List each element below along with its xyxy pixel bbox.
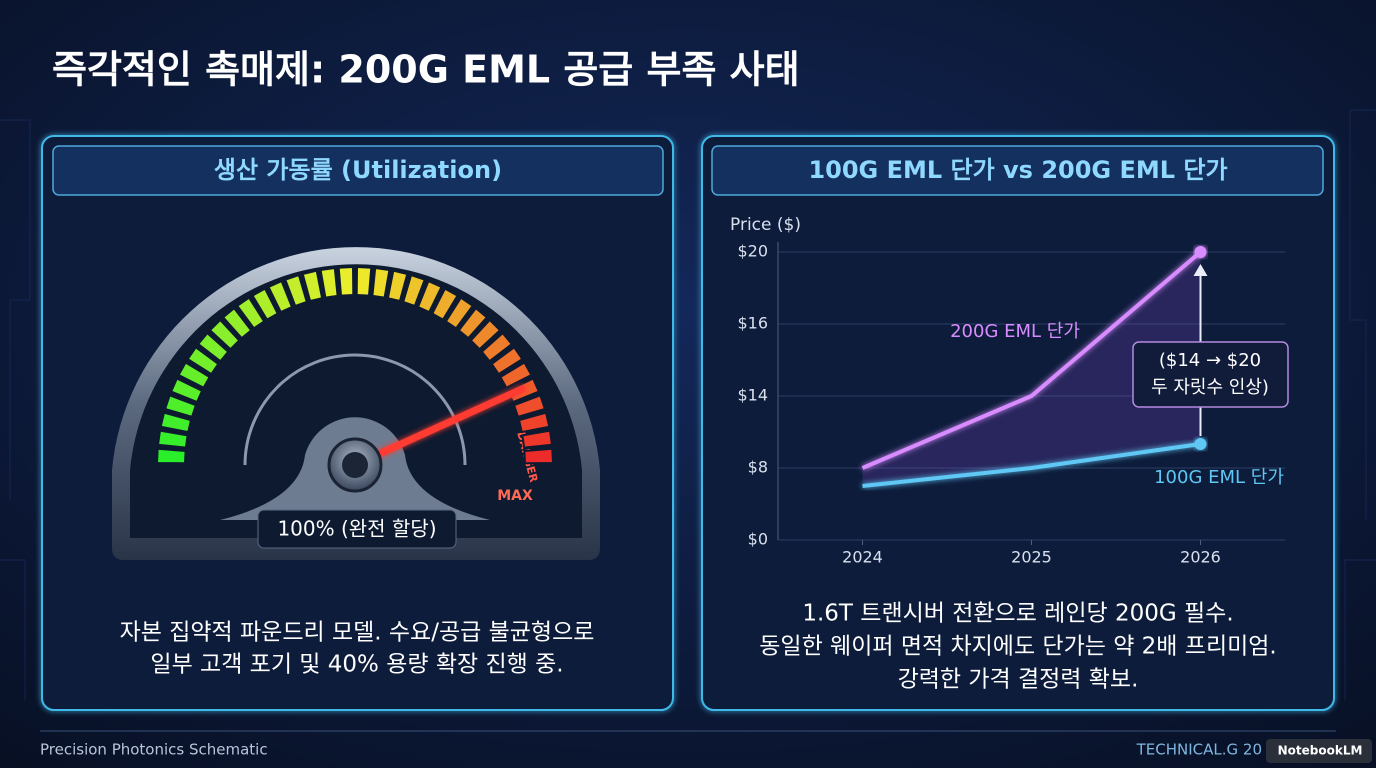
gauge-segment: [208, 318, 241, 351]
chart-title: 100G EML 단가 vs 200G EML 단가: [808, 156, 1227, 184]
gauge-segment: [337, 265, 355, 297]
y-tick-label: $0: [748, 530, 768, 549]
readout-box: [257, 509, 457, 549]
gauge-segment: [163, 393, 198, 419]
gauge-segment: [521, 429, 554, 449]
gauge-segment: [490, 345, 524, 376]
gauge-segment: [251, 287, 280, 321]
gauge-segment: [416, 279, 443, 314]
circuit-lines: [0, 109, 1376, 700]
gauge-segment: [457, 306, 489, 340]
x-tick-label: 2024: [842, 548, 883, 567]
gauge-segment: [319, 266, 339, 299]
gauge-segment: [386, 269, 409, 303]
caption-line: 동일한 웨이퍼 면적 차지에도 단가는 약 2배 프리미엄.: [759, 634, 1276, 660]
series-line: [862, 442, 1201, 488]
gauge-segment: [169, 377, 204, 404]
gauge-hub-cap: [342, 452, 368, 478]
annotation-line: ($14 → $20: [1159, 350, 1261, 371]
y-tick-label: $14: [737, 386, 768, 405]
gauge-segment: [517, 411, 551, 434]
footer-right: TECHNICAL.G 20: [1136, 741, 1262, 759]
series-line: [861, 250, 1202, 470]
arrow-head: [1193, 264, 1208, 276]
series-label: 100G EML 단가: [1154, 467, 1284, 488]
annotation-line: 두 자릿수 인상): [1151, 377, 1269, 398]
panel-header: [52, 145, 664, 196]
caption-line: 강력한 가격 결정력 확보.: [898, 667, 1139, 693]
y-tick-label: $8: [748, 458, 768, 477]
gauge-segment: [155, 447, 187, 465]
x-tick-label: 2025: [1011, 548, 1052, 567]
caption-line: 자본 집약적 파운드리 모델. 수요/공급 불균형으로: [120, 620, 595, 646]
gauge-segment: [267, 279, 294, 314]
gauge: DANGER MAX: [112, 247, 600, 561]
y-axis-label: Price ($): [730, 215, 801, 235]
caption-line: 일부 고객 포기 및 40% 용량 확장 진행 중.: [150, 652, 563, 678]
gauge-readout: 100% (완전 할당): [277, 517, 436, 541]
series-label: 200G EML 단가: [950, 321, 1080, 342]
badge: [1266, 739, 1372, 763]
panel-title: 생산 가동률 (Utilization): [214, 156, 502, 184]
caption-line: 1.6T 트랜시버 전환으로 레인당 200G 필수.: [802, 601, 1233, 627]
panel-header: [711, 145, 1324, 196]
gauge-segment: [523, 447, 555, 465]
gauge-segment: [401, 273, 427, 308]
gauge-segment: [469, 318, 502, 351]
gauge-segment: [371, 266, 391, 299]
gauge-segment: [235, 296, 266, 330]
end-point: [1194, 246, 1207, 258]
gauge-segment: [430, 287, 459, 321]
slide-title: 즉각적인 촉매제: 200G EML 공급 부족 사태: [52, 48, 800, 92]
end-point: [1194, 438, 1207, 450]
x-tick-label: 2026: [1180, 548, 1221, 567]
gauge-segment: [480, 331, 514, 363]
gauge-segment: [283, 273, 309, 308]
gauge-segment: [221, 306, 253, 340]
gauge-segment: [186, 345, 220, 376]
badge-text: NotebookLM: [1278, 744, 1363, 758]
gauge-segment: [196, 331, 230, 363]
plot: $0 $8 $14 $16 $20 2024 2025 2026 200G EML 단가 100G…: [737, 242, 1289, 567]
gauge-segment: [156, 429, 189, 449]
gauge-segment: [301, 269, 324, 303]
gauge-segment: [499, 361, 533, 390]
gauge-inner-arc: [243, 353, 467, 466]
y-tick-label: $20: [737, 242, 768, 261]
y-tick-label: $16: [737, 314, 768, 333]
panel: [701, 135, 1335, 711]
gauge-segment: [355, 265, 373, 297]
gauge-segment: [159, 411, 193, 434]
gauge-needle: [351, 385, 526, 469]
max-label: MAX: [497, 488, 533, 504]
gauge-segment: [177, 361, 211, 390]
annotation-box: [1132, 341, 1289, 408]
gauge-segment: [444, 296, 475, 330]
footer-left: Precision Photonics Schematic: [40, 741, 268, 759]
band-fill: [862, 252, 1201, 486]
gauge-segment: [512, 393, 547, 419]
